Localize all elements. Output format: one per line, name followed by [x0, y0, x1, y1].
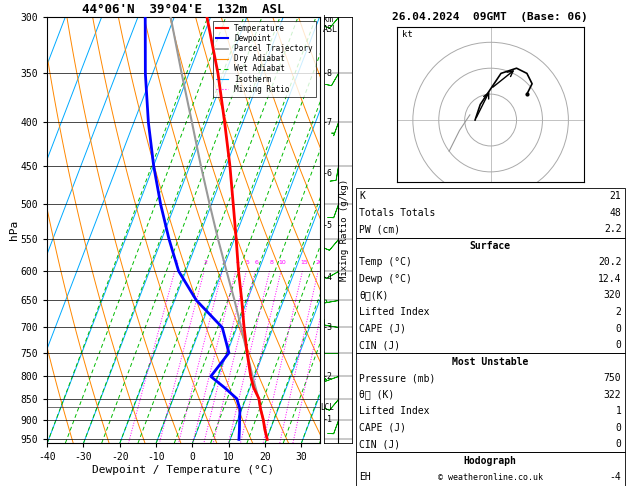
Text: 6: 6: [255, 260, 259, 265]
Text: Hodograph: Hodograph: [464, 456, 517, 466]
Text: LCL: LCL: [320, 403, 334, 412]
Text: -3: -3: [323, 323, 333, 332]
Text: -1: -1: [323, 415, 333, 424]
Text: Mixing Ratio (g/kg): Mixing Ratio (g/kg): [340, 179, 349, 281]
Text: 20.2: 20.2: [598, 258, 621, 267]
X-axis label: Dewpoint / Temperature (°C): Dewpoint / Temperature (°C): [92, 465, 274, 475]
Text: 1: 1: [616, 406, 621, 416]
Text: 1: 1: [174, 260, 179, 265]
Text: km
ASL: km ASL: [323, 15, 338, 34]
Text: 320: 320: [604, 291, 621, 300]
Text: 3: 3: [222, 260, 226, 265]
Text: CIN (J): CIN (J): [359, 340, 400, 350]
Text: © weatheronline.co.uk: © weatheronline.co.uk: [438, 473, 543, 482]
Text: 2: 2: [204, 260, 208, 265]
Text: 20: 20: [316, 260, 323, 265]
Legend: Temperature, Dewpoint, Parcel Trajectory, Dry Adiabat, Wet Adiabat, Isotherm, Mi: Temperature, Dewpoint, Parcel Trajectory…: [213, 21, 316, 97]
Text: kt: kt: [403, 30, 413, 39]
Text: 2.2: 2.2: [604, 225, 621, 234]
Text: θᴄ(K): θᴄ(K): [359, 291, 389, 300]
Text: CAPE (J): CAPE (J): [359, 324, 406, 333]
Y-axis label: hPa: hPa: [9, 220, 19, 240]
Text: Pressure (mb): Pressure (mb): [359, 373, 435, 383]
Text: -6: -6: [323, 169, 333, 178]
Text: θᴄ (K): θᴄ (K): [359, 390, 394, 399]
Text: 0: 0: [616, 340, 621, 350]
Title: 44°06'N  39°04'E  132m  ASL: 44°06'N 39°04'E 132m ASL: [82, 3, 284, 16]
Text: -8: -8: [323, 69, 333, 78]
Text: Surface: Surface: [470, 241, 511, 251]
Text: CAPE (J): CAPE (J): [359, 423, 406, 433]
Text: 12.4: 12.4: [598, 274, 621, 284]
Text: Temp (°C): Temp (°C): [359, 258, 412, 267]
Text: 26.04.2024  09GMT  (Base: 06): 26.04.2024 09GMT (Base: 06): [392, 12, 588, 22]
Text: 750: 750: [604, 373, 621, 383]
Text: 0: 0: [616, 423, 621, 433]
Text: Lifted Index: Lifted Index: [359, 307, 430, 317]
Text: Dewp (°C): Dewp (°C): [359, 274, 412, 284]
Text: 10: 10: [279, 260, 286, 265]
Text: 15: 15: [300, 260, 308, 265]
Text: Most Unstable: Most Unstable: [452, 357, 528, 366]
Text: -7: -7: [323, 118, 333, 127]
Text: 48: 48: [610, 208, 621, 218]
Text: Totals Totals: Totals Totals: [359, 208, 435, 218]
Text: 0: 0: [616, 439, 621, 449]
Text: -2: -2: [323, 372, 333, 381]
Text: 322: 322: [604, 390, 621, 399]
Text: 2: 2: [616, 307, 621, 317]
Text: EH: EH: [359, 472, 371, 482]
Text: CIN (J): CIN (J): [359, 439, 400, 449]
Text: -4: -4: [610, 472, 621, 482]
Text: -5: -5: [323, 221, 333, 230]
Text: Lifted Index: Lifted Index: [359, 406, 430, 416]
Text: 8: 8: [269, 260, 273, 265]
Text: 5: 5: [246, 260, 250, 265]
Text: 0: 0: [616, 324, 621, 333]
Text: K: K: [359, 191, 365, 201]
Text: -4: -4: [323, 273, 333, 281]
Text: 21: 21: [610, 191, 621, 201]
Text: PW (cm): PW (cm): [359, 225, 400, 234]
Text: 4: 4: [235, 260, 239, 265]
